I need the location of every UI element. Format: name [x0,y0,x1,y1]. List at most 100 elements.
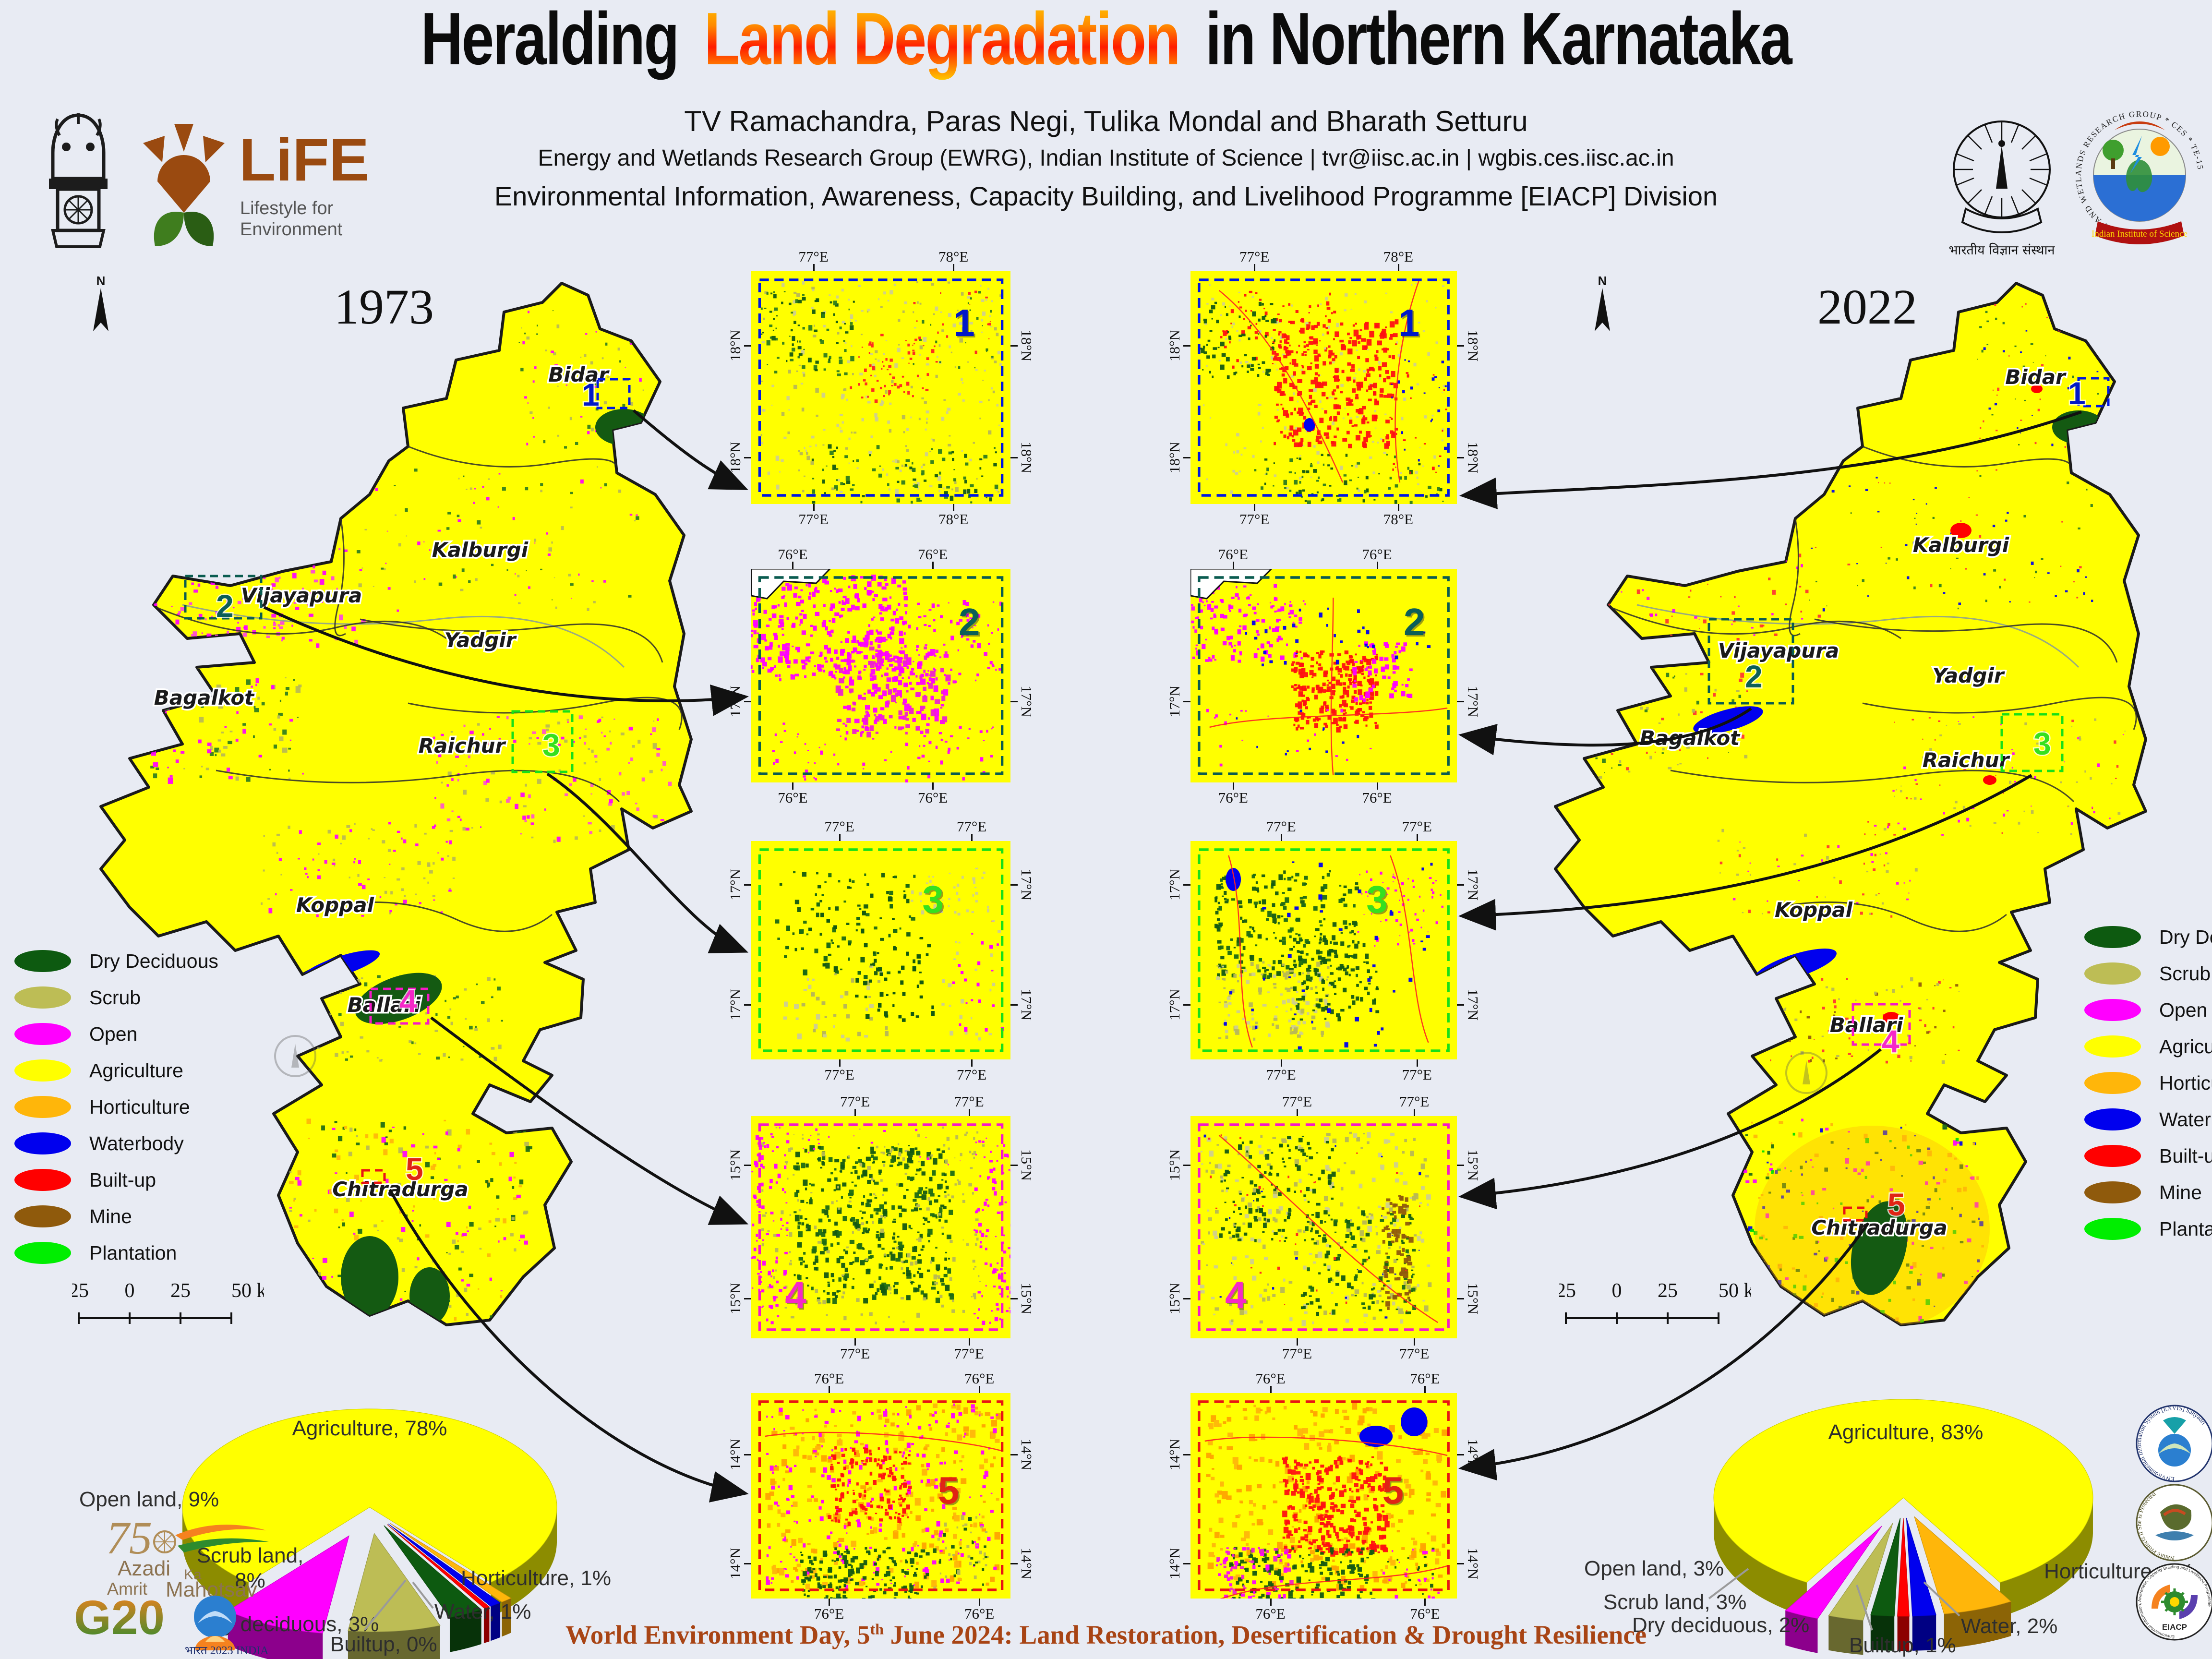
pie-slice-side [1828,1615,1863,1655]
inset-lon-label-bottom: 78°E [938,511,969,528]
map-inset-box-3 [2000,713,2064,772]
legend-right: Dry Deciduous Scrub Open Agriculture Horticu… [2084,923,2212,1259]
district-label-bidar: Bidar [548,363,610,386]
legend-swatch [2084,1181,2141,1203]
district-boundary [1789,518,1801,637]
legend-swatch [2084,1035,2141,1058]
inset-4-1973: 4 77°E 77°E 77°E 77°E 15°N 15°N 15°N 15°N [727,1093,1035,1362]
tick-mark [1457,1563,1464,1565]
scalebar-label: 0 [1612,1281,1622,1302]
pie-slice-side [449,1609,481,1652]
ewrg-banner-text: Indian Institute of Science [2092,229,2188,239]
tick-mark [1010,1004,1018,1006]
district-label-raichur: Raichur [1923,748,2010,772]
legend-label: Built-up [89,1168,156,1191]
tick-mark [1280,1059,1282,1067]
inset-lon-label-top: 76°E [1362,546,1392,563]
map-2022: Bidar Kalburgi Vijayapura Yadgir Bagalkot Rai… [1527,269,2151,1339]
eiacp-center-text: EIACP [2162,1623,2187,1632]
tick-mark [1010,884,1018,886]
legend-label: Plantation [89,1241,177,1264]
g20-title: G20 [74,1591,165,1645]
pie-label-agriculture: Agriculture, 83% [1828,1420,1984,1444]
azadi-75: 75 [106,1512,152,1563]
inset-number: 2 [959,601,980,644]
map-box-number-3: 3 [542,727,560,763]
inset-lat-label-left: 18°N [727,330,744,362]
tick-mark [1457,884,1464,886]
iisc-caption: भारतीय विज्ञान संस्थान [1949,242,2056,258]
inset-lat-label-right: 15°N [1465,1282,1481,1314]
tick-mark [1397,504,1399,511]
tick-mark [1010,1298,1018,1299]
inset-lat-label-left: 15°N [1166,1149,1183,1181]
inset-lon-label-bottom: 77°E [840,1345,870,1362]
inset-lat-label-right: 17°N [1465,989,1481,1021]
pie-slice-side [491,1602,501,1641]
inset-dashed-frame [758,1123,1004,1331]
inset-lon-label-top: 77°E [1282,1093,1312,1110]
pie-label-water: Water, 2% [1961,1614,2058,1638]
inset-lon-label-top: 77°E [1239,248,1270,265]
inset-lon-label-bottom: 77°E [824,1066,854,1083]
legend-swatch [2084,1145,2141,1167]
legend-label: Dry Deciduous [2159,926,2212,948]
north-arrow-right: N [1595,274,1610,331]
legend-swatch [2084,926,2141,948]
inset-lon-label-top: 77°E [1402,818,1432,835]
legend-swatch [14,1059,71,1082]
inset-lat-label-left: 14°N [1166,1439,1183,1471]
district-boundary [408,445,618,473]
iisc-logo: भारतीय विज्ञान संस्थान [1949,120,2056,258]
pie-label-builtup: Builtup, 0% [330,1633,437,1656]
legend-label: Waterbody [2159,1108,2212,1130]
tick-mark [1010,345,1018,347]
inset-lat-label-right: 18°N [1465,330,1481,362]
tick-mark [1457,700,1464,702]
tick-mark [1010,1164,1018,1166]
legend-swatch [2084,1072,2141,1094]
eiacp-logo: EIACP Environmental Information, Awarene… [2136,1563,2212,1641]
inset-number: 3 [1366,878,1388,921]
inset-lon-label-top: 78°E [1383,248,1414,265]
inset-3-2022: 3 77°E 77°E 77°E 77°E 17°N 17°N 17°N 17°N [1166,818,1481,1083]
district-label-kalburgi: Kalburgi [1913,533,2009,557]
pie-label-agriculture: Agriculture, 78% [292,1417,447,1440]
title-accent: Land Degradation [704,0,1181,80]
legend-item-waterbody: Waterbody [2084,1105,2212,1134]
scalebar-left: 25 0 25 50 km [72,1281,264,1324]
map-inset-box-4 [1851,1003,1911,1046]
pie-label-open-land: Open land, 9% [79,1488,219,1511]
legend-item-waterbody: Waterbody [14,1129,184,1158]
inset-lat-label-right: 14°N [1465,1439,1481,1471]
tick-mark [854,1109,856,1116]
footer-banner: World Environment Day, 5th June 2024: La… [0,1620,2212,1650]
pie-slice-dry-deciduous [384,1525,482,1618]
map-inset-box-5 [1843,1206,1868,1222]
tick-mark [744,1298,751,1299]
tick-mark [744,1563,751,1565]
north-arrow-left: N [93,274,108,331]
tick-mark [813,504,815,511]
map-inset-box-4 [369,987,430,1025]
india-emblem-logo [49,113,108,248]
map-inset-box-5 [361,1169,386,1184]
pie-slice-side [491,1508,557,1617]
title-part2: in Northern Karnataka [1205,0,1792,81]
district-label-chitradurga: Chitradurga [332,1178,468,1201]
inset-lat-label-right: 17°N [1018,685,1035,717]
tick-mark [829,1386,830,1393]
north-label-right: N [1598,274,1607,288]
north-label-left: N [96,274,106,288]
inset-lon-label-bottom: 76°E [1218,789,1248,806]
footer-sup: th [870,1620,884,1638]
district-label-yadgir: Yadgir [1932,664,2005,687]
inset-lon-label-bottom: 76°E [1255,1605,1286,1622]
inset-lat-label-left: 17°N [1166,869,1183,901]
inset-number: 1 [953,301,975,344]
legend-item-built-up: Built-up [14,1166,156,1194]
tick-mark [1457,1164,1464,1166]
inset-lat-label-left: 18°N [727,442,744,473]
tick-mark [979,1386,981,1393]
map-box-number-1: 1 [582,377,600,412]
